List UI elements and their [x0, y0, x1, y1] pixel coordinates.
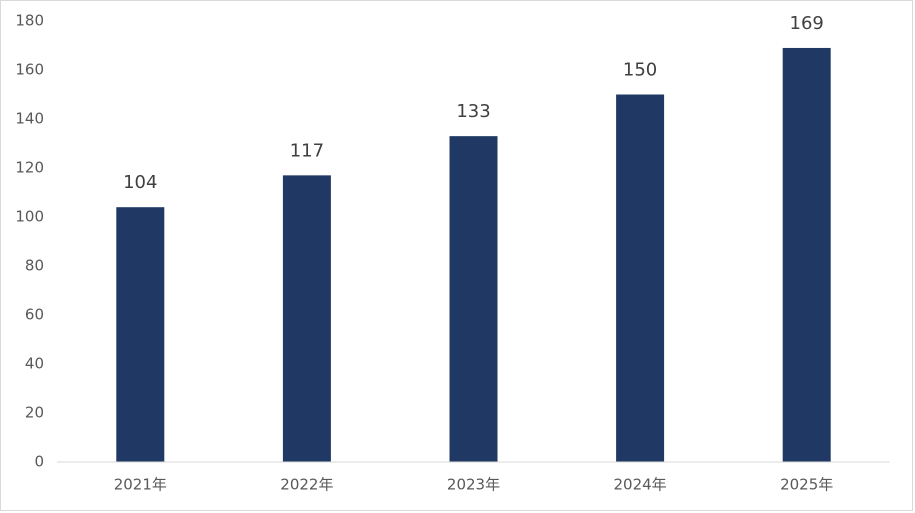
y-tick-label: 0	[34, 453, 44, 471]
x-tick-label: 2024年	[614, 476, 667, 494]
y-tick-label: 80	[25, 257, 44, 275]
x-tick-label: 2023年	[447, 476, 500, 494]
bar	[282, 175, 331, 462]
data-label: 150	[623, 60, 657, 81]
y-tick-label: 140	[15, 110, 44, 128]
x-tick-label: 2022年	[280, 476, 333, 494]
data-label: 104	[123, 172, 157, 193]
bar	[782, 47, 831, 462]
x-tick-label: 2025年	[780, 476, 833, 494]
y-tick-label: 20	[25, 404, 44, 422]
y-tick-label: 60	[25, 306, 44, 324]
x-tick-label: 2021年	[114, 476, 167, 494]
data-label: 117	[290, 140, 324, 161]
y-tick-label: 160	[15, 61, 44, 79]
bar	[449, 136, 498, 462]
bar	[116, 207, 165, 462]
y-tick-label: 180	[15, 12, 44, 30]
bar	[616, 94, 665, 462]
data-label: 169	[790, 13, 824, 34]
data-label: 133	[456, 101, 490, 122]
y-tick-label: 100	[15, 208, 44, 226]
y-tick-label: 120	[15, 159, 44, 177]
y-tick-label: 40	[25, 355, 44, 373]
